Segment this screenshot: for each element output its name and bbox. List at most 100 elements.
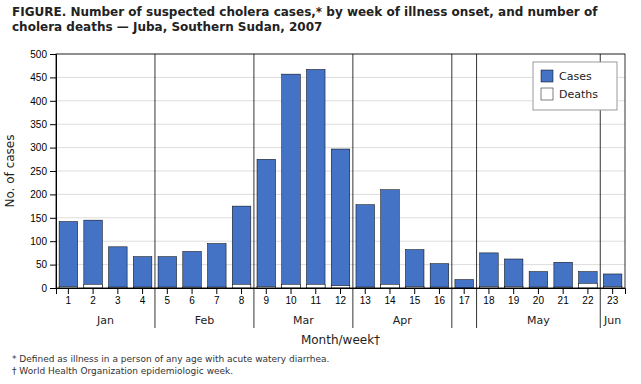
y-tick-label: 350 <box>30 119 47 130</box>
month-label: Jun <box>603 314 621 327</box>
x-tick-mark <box>142 288 143 294</box>
title-line: cholera deaths — Juba, Southern Sudan, 2… <box>12 20 322 34</box>
y-tick-mark <box>50 171 56 172</box>
x-tick-mark <box>563 288 564 294</box>
bar <box>405 250 424 288</box>
x-tick-label: 3 <box>115 295 121 306</box>
x-tick: 7 <box>214 288 220 306</box>
y-tick-label: 450 <box>30 72 47 83</box>
x-tick-mark <box>439 288 440 294</box>
x-tick-label: 23 <box>607 295 619 306</box>
bar <box>59 222 78 288</box>
bar <box>282 74 301 288</box>
bar <box>306 284 325 288</box>
y-tick: 100 <box>30 236 56 247</box>
bar <box>306 69 325 288</box>
month-divider <box>154 54 155 328</box>
x-tick-mark <box>192 288 193 294</box>
bar <box>84 220 103 288</box>
x-tick-label: 13 <box>360 295 372 306</box>
x-tick-label: 5 <box>165 295 171 306</box>
x-tick: 8 <box>239 288 245 306</box>
month-divider <box>476 54 477 328</box>
x-tick-label: 2 <box>90 295 96 306</box>
x-tick-label: 1 <box>66 295 72 306</box>
x-tick-label: 15 <box>409 295 421 306</box>
y-tick-label: 200 <box>30 189 47 200</box>
y-tick-mark <box>50 288 56 289</box>
legend-swatch <box>541 88 553 100</box>
month-divider <box>451 54 452 328</box>
y-tick: 450 <box>30 72 56 83</box>
y-axis: 050100150200250300350400450500 <box>30 49 56 294</box>
x-tick-mark <box>117 288 118 294</box>
y-tick: 300 <box>30 142 56 153</box>
x-tick-label: 11 <box>311 295 322 306</box>
y-tick-label: 400 <box>30 96 47 107</box>
bar <box>109 247 128 288</box>
bar <box>331 149 350 288</box>
x-tick: 9 <box>264 288 270 306</box>
x-tick-label: 16 <box>434 295 446 306</box>
x-tick-mark <box>488 288 489 294</box>
x-tick-mark <box>464 288 465 294</box>
month-divider <box>352 54 353 328</box>
y-tick-mark <box>50 101 56 102</box>
bar <box>356 205 375 288</box>
bar <box>381 190 400 288</box>
bar <box>579 283 598 288</box>
bar <box>183 251 202 288</box>
bar <box>282 284 301 288</box>
bar <box>158 257 177 288</box>
footnotes: * Defined as illness in a person of any … <box>12 354 329 376</box>
bar <box>430 264 449 288</box>
legend-box <box>533 62 617 110</box>
bar <box>257 159 276 288</box>
y-tick-mark <box>50 194 56 195</box>
x-tick-mark <box>167 288 168 294</box>
grid <box>56 54 625 288</box>
y-tick: 400 <box>30 96 56 107</box>
x-tick: 10 <box>285 288 297 306</box>
x-tick: 6 <box>189 288 195 306</box>
x-tick: 4 <box>140 288 146 306</box>
legend-label: Deaths <box>559 88 598 101</box>
x-tick: 22 <box>582 288 594 306</box>
x-tick-label: 9 <box>264 295 270 306</box>
bar <box>208 244 227 288</box>
y-tick: 150 <box>30 213 56 224</box>
x-tick-mark <box>513 288 514 294</box>
x-tick: 20 <box>533 288 545 306</box>
bar <box>84 284 103 288</box>
y-tick-mark <box>50 265 56 266</box>
x-tick-label: 17 <box>459 295 471 306</box>
month-label: Feb <box>195 314 214 327</box>
x-tick-label: 22 <box>582 295 594 306</box>
x-tick: 21 <box>558 288 570 306</box>
x-tick-mark <box>414 288 415 294</box>
x-tick: 23 <box>607 288 619 306</box>
y-tick-label: 0 <box>41 283 47 294</box>
y-tick: 50 <box>36 259 56 270</box>
legend: Cases Deaths <box>533 62 617 110</box>
y-tick-label: 300 <box>30 142 47 153</box>
x-tick: 15 <box>409 288 421 306</box>
x-tick: 13 <box>360 288 372 306</box>
plot: 0501001502002503003504004505001234567891… <box>3 49 626 347</box>
y-tick-label: 250 <box>30 166 47 177</box>
x-axis-line <box>57 289 626 295</box>
x-tick-label: 21 <box>558 295 570 306</box>
x-tick-mark <box>587 288 588 294</box>
legend-item: Cases <box>541 70 592 83</box>
series-1 <box>59 283 622 288</box>
y-tick-label: 150 <box>30 213 47 224</box>
x-axis-title: Month/week† <box>301 333 380 347</box>
x-tick-mark <box>291 288 292 294</box>
x-tick-mark <box>340 288 341 294</box>
bar <box>579 272 598 288</box>
y-tick: 350 <box>30 119 56 130</box>
x-tick: 2 <box>90 288 96 306</box>
y-tick: 200 <box>30 189 56 200</box>
x-tick-mark <box>612 288 613 294</box>
bar <box>480 253 499 288</box>
